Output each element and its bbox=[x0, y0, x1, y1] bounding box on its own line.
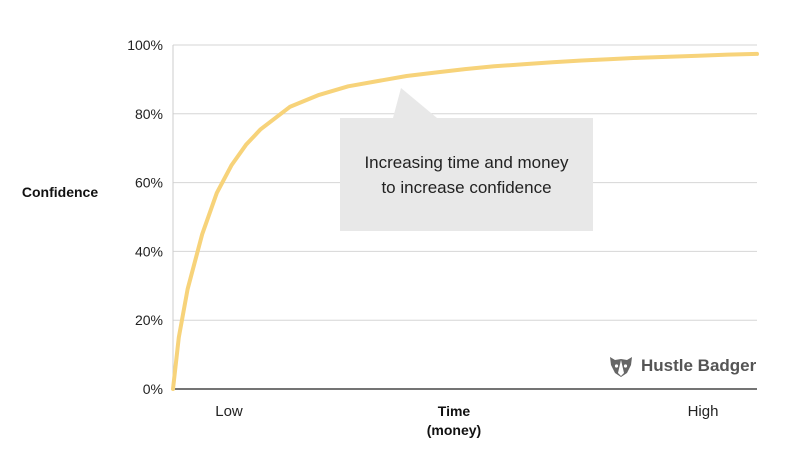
x-axis-title-line1: Time bbox=[438, 403, 471, 419]
y-axis-title: Confidence bbox=[22, 184, 98, 200]
y-tick-label: 40% bbox=[135, 243, 163, 259]
brand-name: Hustle Badger bbox=[641, 356, 757, 375]
annotation-text: Increasing time and money to increase co… bbox=[364, 152, 569, 197]
y-tick-label: 80% bbox=[135, 106, 163, 122]
y-tick-label: 100% bbox=[127, 37, 163, 53]
badger-icon bbox=[610, 357, 632, 377]
x-axis-title-line2: (money) bbox=[427, 422, 481, 438]
x-category-low: Low bbox=[215, 403, 243, 420]
y-tick-label: 60% bbox=[135, 175, 163, 191]
callout-pointer bbox=[393, 88, 437, 118]
confidence-curve bbox=[171, 51, 759, 391]
y-tick-label: 0% bbox=[143, 381, 163, 397]
x-category-high: High bbox=[688, 403, 719, 420]
y-tick-label: 20% bbox=[135, 312, 163, 328]
annotation-callout: Increasing time and money to increase co… bbox=[340, 118, 593, 231]
y-tick-labels: 0% 20% 40% 60% 80% 100% bbox=[127, 37, 163, 397]
brand-logo: Hustle Badger bbox=[608, 352, 756, 380]
